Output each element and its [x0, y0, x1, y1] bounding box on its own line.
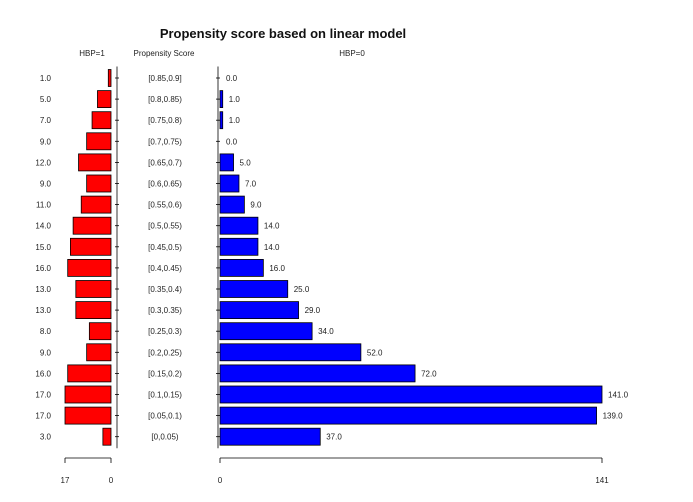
left-bar-label: 3.0 — [40, 433, 52, 442]
chart-title: Propensity score based on linear model — [160, 26, 406, 41]
category-label: [0.15,0.2) — [148, 369, 182, 378]
right-bar-label: 5.0 — [240, 158, 252, 167]
left-axis-tick-label: 17 — [61, 476, 70, 485]
right-bar-label: 139.0 — [603, 412, 624, 421]
right-bar-label: 25.0 — [294, 285, 310, 294]
category-label: [0.5,0.55) — [148, 222, 182, 231]
category-label: [0,0.05) — [151, 433, 178, 442]
category-label: [0.4,0.45) — [148, 264, 182, 273]
left-bar — [80, 195, 112, 214]
right-bar-label: 72.0 — [421, 369, 437, 378]
left-bar-label: 13.0 — [35, 306, 51, 315]
left-bar-label: 13.0 — [35, 285, 51, 294]
left-axis-tick-label: 0 — [109, 476, 114, 485]
right-bar-label: 1.0 — [229, 116, 241, 125]
right-bar — [219, 364, 416, 383]
left-bar-label: 7.0 — [40, 116, 52, 125]
right-bar — [219, 153, 234, 172]
right-bar-label: 0.0 — [226, 74, 238, 83]
right-axis-tick-label: 141 — [595, 476, 609, 485]
right-bar — [219, 111, 224, 130]
left-bar-label: 16.0 — [35, 264, 51, 273]
left-bar-label: 1.0 — [40, 74, 52, 83]
left-bar — [70, 237, 112, 256]
right-bar-label: 141.0 — [608, 391, 629, 400]
left-bar-label: 8.0 — [40, 327, 52, 336]
left-bar-label: 9.0 — [40, 180, 52, 189]
left-bar-label: 5.0 — [40, 95, 52, 104]
category-label: [0.45,0.5) — [148, 243, 182, 252]
right-bar-label: 7.0 — [245, 180, 257, 189]
right-bar-label: 14.0 — [264, 222, 280, 231]
axes-group: 17 0 0 141 — [61, 66, 609, 485]
category-label: [0.35,0.4) — [148, 285, 182, 294]
category-label: [0.2,0.25) — [148, 348, 182, 357]
center-label: Propensity Score — [134, 49, 195, 58]
left-bar — [107, 69, 112, 87]
left-bar-label: 16.0 — [35, 369, 51, 378]
left-bar — [86, 174, 112, 193]
bars-group: 1.0 [0.85,0.9] 0.0 5.0 [0.8,0.85) 1.0 7.0 [0.75… — [35, 69, 629, 446]
category-label: [0.25,0.3) — [148, 327, 182, 336]
category-label: [0.1,0.15) — [148, 391, 182, 400]
left-bar — [97, 90, 112, 108]
left-bar — [72, 216, 112, 235]
left-bar — [64, 406, 112, 425]
category-label: [0.05,0.1) — [148, 412, 182, 421]
right-bar — [219, 237, 259, 256]
right-bar-label: 14.0 — [264, 243, 280, 252]
right-group-label: HBP=0 — [339, 49, 365, 58]
left-bar — [67, 258, 112, 277]
right-bar — [219, 301, 299, 320]
left-bar-label: 14.0 — [35, 222, 51, 231]
right-bar — [219, 174, 240, 193]
category-label: [0.65,0.7) — [148, 158, 182, 167]
category-label: [0.85,0.9] — [148, 74, 181, 83]
right-bar — [219, 322, 313, 341]
left-group-label: HBP=1 — [79, 49, 105, 58]
right-bar-label: 1.0 — [229, 95, 241, 104]
category-label: [0.7,0.75) — [148, 137, 182, 146]
left-bar — [86, 343, 112, 362]
left-bar — [91, 111, 112, 130]
category-label: [0.6,0.65) — [148, 180, 182, 189]
right-bar — [219, 195, 245, 214]
left-bar — [67, 364, 112, 383]
category-label: [0.75,0.8) — [148, 116, 182, 125]
left-bar-label: 17.0 — [35, 391, 51, 400]
left-bar — [64, 385, 112, 404]
left-bar-label: 17.0 — [35, 412, 51, 421]
category-label: [0.3,0.35) — [148, 306, 182, 315]
right-bar-label: 0.0 — [226, 137, 238, 146]
category-label: [0.55,0.6) — [148, 201, 182, 210]
right-bar-label: 29.0 — [305, 306, 321, 315]
right-bar — [219, 258, 264, 277]
right-bar-label: 9.0 — [250, 201, 262, 210]
right-bar-label: 37.0 — [326, 433, 342, 442]
left-bar-label: 11.0 — [36, 201, 52, 210]
right-bar — [219, 90, 224, 108]
left-bar — [75, 301, 112, 320]
right-bar-label: 16.0 — [269, 264, 285, 273]
left-bar — [75, 280, 112, 298]
left-bar-label: 9.0 — [40, 137, 52, 146]
right-axis-tick-label: 0 — [218, 476, 223, 485]
right-bar — [219, 406, 597, 425]
left-bar — [78, 153, 112, 172]
left-bar-label: 9.0 — [40, 348, 52, 357]
left-bar — [86, 132, 112, 151]
category-label: [0.8,0.85) — [148, 95, 182, 104]
right-bar — [219, 343, 362, 362]
right-bar — [219, 280, 289, 298]
left-bar — [88, 322, 112, 341]
right-bar — [219, 385, 603, 404]
right-bar — [219, 216, 259, 235]
right-bar — [219, 427, 321, 446]
right-bar-label: 52.0 — [367, 348, 383, 357]
left-bar — [102, 427, 112, 446]
left-bar-label: 15.0 — [35, 243, 51, 252]
right-bar-label: 34.0 — [318, 327, 334, 336]
left-bar-label: 12.0 — [35, 158, 51, 167]
